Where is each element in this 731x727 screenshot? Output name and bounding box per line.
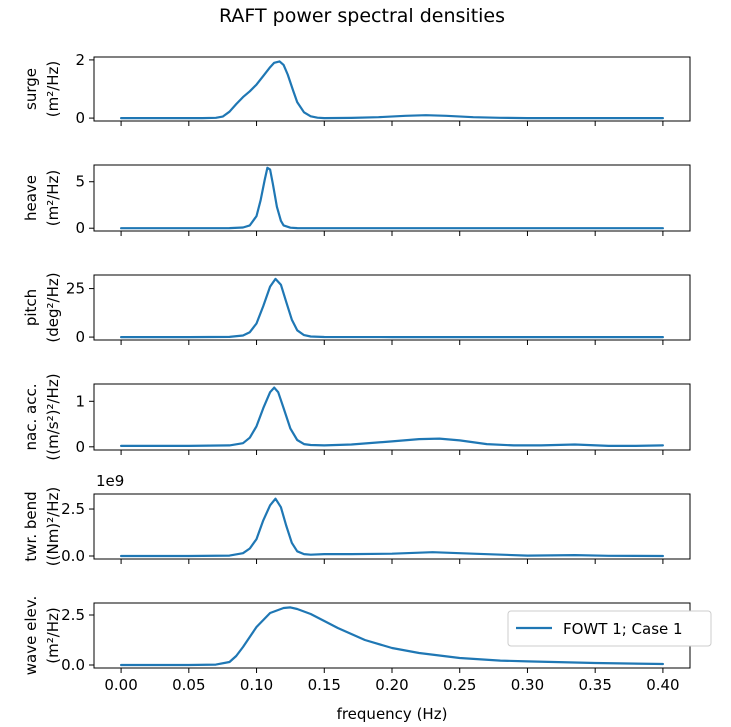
subplot-6: 0.00 0.05 0.10 0.15 0.20 0.25 0.30 0.35 0.40 0.0 2… xyxy=(22,596,712,723)
y-axis-label-line2: ((m/s²)²/Hz) xyxy=(44,373,62,460)
y-tick-label: 5 xyxy=(75,173,85,191)
axes-frame xyxy=(93,383,691,451)
y-axis-label: wave elev. (m²/Hz) xyxy=(22,596,62,675)
axes-frame xyxy=(93,493,691,560)
figure-title: RAFT power spectral densities xyxy=(219,5,505,27)
y-axis-label-line1: heave xyxy=(22,175,40,221)
y-axis-label: heave (m²/Hz) xyxy=(22,170,62,227)
y-offset-label: 1e9 xyxy=(96,472,124,490)
x-tick-label: 0.35 xyxy=(578,676,611,694)
y-tick-label: 25 xyxy=(66,280,85,298)
subplot-2: 0 5 heave (m²/Hz) xyxy=(22,164,691,237)
y-tick-label: 0 xyxy=(75,219,85,237)
x-tick-label: 0.00 xyxy=(104,676,137,694)
y-axis-label-line1: surge xyxy=(22,68,40,110)
y-tick-label: 0.0 xyxy=(61,547,85,565)
y-axis-label-line2: (m²/Hz) xyxy=(44,61,62,118)
subplot-1: 0 2 surge (m²/Hz) xyxy=(22,51,691,127)
y-axis-label-line1: nac. acc. xyxy=(22,384,40,451)
series-line xyxy=(119,386,665,447)
series-line xyxy=(119,60,665,120)
y-tick-label: 2 xyxy=(75,51,85,69)
y-axis-label: surge (m²/Hz) xyxy=(22,61,62,118)
x-tick-label: 0.30 xyxy=(511,676,544,694)
legend-frame xyxy=(507,610,712,647)
y-tick-label: 1 xyxy=(75,392,85,410)
x-tick-label: 0.15 xyxy=(308,676,341,694)
y-axis-label-line1: pitch xyxy=(22,289,40,326)
y-tick-label: 0.0 xyxy=(61,656,85,674)
legend: FOWT 1; Case 1 xyxy=(507,610,712,647)
y-tick-label: 0 xyxy=(75,328,85,346)
x-tick-label: 0.40 xyxy=(646,676,679,694)
series-line xyxy=(119,497,665,558)
y-tick-label: 0 xyxy=(75,438,85,456)
subplot-4: 0 1 nac. acc. ((m/s²)²/Hz) xyxy=(22,373,691,461)
axes-frame xyxy=(93,274,691,341)
y-tick-label: 2.5 xyxy=(61,500,85,518)
x-tick-label: 0.10 xyxy=(240,676,273,694)
series-line xyxy=(119,166,665,230)
y-axis-label: twr. bend ((Nm)²/Hz) xyxy=(22,487,62,566)
legend-label: FOWT 1; Case 1 xyxy=(563,620,683,638)
axes-frame xyxy=(93,56,691,122)
y-axis-label-line2: (deg²/Hz) xyxy=(44,272,62,342)
axes-frame xyxy=(93,164,691,232)
subplot-5: 0.0 2.5 1e9 twr. bend ((Nm)²/Hz) xyxy=(22,472,691,566)
y-axis-label: pitch (deg²/Hz) xyxy=(22,272,62,342)
y-tick-label: 0 xyxy=(75,109,85,127)
y-axis-label-line2: (m²/Hz) xyxy=(44,607,62,664)
y-axis-label-line1: twr. bend xyxy=(22,491,40,561)
y-axis-label: nac. acc. ((m/s²)²/Hz) xyxy=(22,373,62,460)
series-line xyxy=(119,606,665,667)
x-tick-label: 0.20 xyxy=(375,676,408,694)
series-line xyxy=(119,277,665,339)
y-axis-label-line2: ((Nm)²/Hz) xyxy=(44,487,62,566)
x-tick-label: 0.05 xyxy=(172,676,205,694)
y-axis-label-line1: wave elev. xyxy=(22,596,40,675)
y-axis-label-line2: (m²/Hz) xyxy=(44,170,62,227)
x-tick-label: 0.25 xyxy=(443,676,476,694)
y-tick-label: 2.5 xyxy=(61,606,85,624)
x-axis-label: frequency (Hz) xyxy=(337,705,448,723)
